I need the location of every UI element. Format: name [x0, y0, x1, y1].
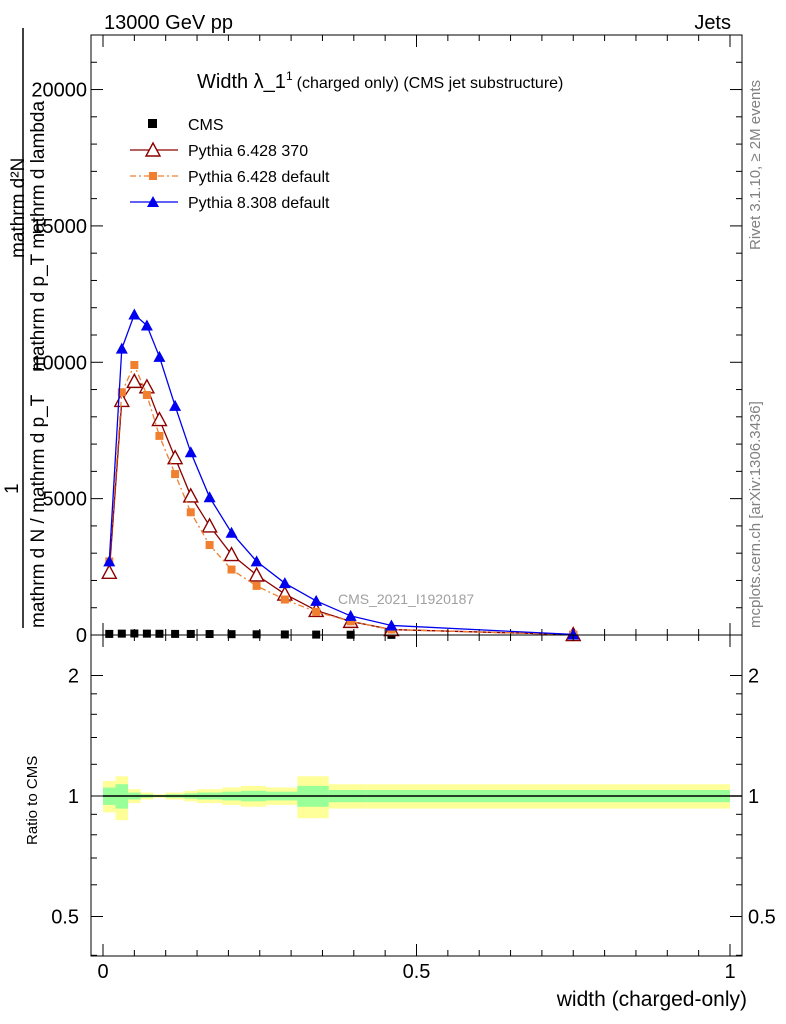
ratio-plot-frame — [90, 634, 743, 957]
legend-entry-cms: CMS — [148, 117, 224, 134]
marker-p8 — [310, 594, 323, 606]
xtick-label: 1 — [724, 961, 735, 983]
marker-cms — [252, 630, 261, 639]
marker-p8 — [169, 399, 182, 411]
marker-p8 — [225, 526, 238, 538]
marker-p6_370 — [151, 411, 168, 427]
marker-p8 — [567, 628, 580, 640]
legend-marker-pythia8 — [147, 196, 159, 207]
marker-p6_default — [171, 470, 180, 479]
marker-cms — [105, 629, 114, 638]
legend-label-pythia6-370: Pythia 6.428 370 — [188, 143, 308, 160]
marker-p6_370 — [101, 563, 118, 579]
header-jets-label: Jets — [694, 12, 731, 34]
marker-p6_default — [227, 565, 236, 574]
marker-p6_370 — [223, 546, 240, 562]
marker-p6_default — [280, 595, 289, 604]
marker-p6_370 — [182, 487, 199, 503]
marker-p6_370 — [138, 378, 156, 394]
marker-cms — [117, 629, 126, 638]
marker-p8 — [140, 319, 153, 331]
marker-p8 — [278, 577, 291, 589]
marker-p8 — [153, 350, 166, 362]
legend: CMS Pythia 6.428 370 Pythia 6.428 defaul… — [130, 117, 330, 212]
plot-title-sub: (charged only) (CMS jet substructure) — [297, 75, 564, 92]
marker-p8 — [128, 308, 141, 320]
marker-p6_default — [186, 508, 195, 517]
marker-p6_default — [142, 391, 151, 399]
ratio-ytick-label-right: 1 — [748, 786, 759, 808]
marker-p8 — [115, 342, 128, 354]
main-ytick-label: 20000 — [31, 80, 87, 102]
marker-p8 — [250, 555, 263, 567]
rivet-version-label: Rivet 3.1.10, ≥ 2M events — [747, 80, 764, 250]
ratio-plot-panel: 0.5 0.5 1 1 2 2 0 0.5 1 — [51, 634, 776, 983]
ratio-ytick-label-left: 1 — [68, 786, 79, 808]
main-plot-panel: 0 5000 10000 15000 20000 — [31, 34, 743, 647]
ratio-axes: 0.5 0.5 1 1 2 2 0 0.5 1 — [51, 635, 776, 983]
marker-p6_370 — [248, 566, 265, 582]
main-ytick-label: 10000 — [31, 352, 87, 374]
main-ylabel-numerator: mathrm d²N — [8, 158, 29, 258]
marker-cms — [155, 629, 164, 638]
main-y-axis-label: mathrm d²N mathrm d p_T mathrm d lambda … — [2, 28, 49, 628]
legend-entry-pythia6-370: Pythia 6.428 370 — [130, 141, 308, 160]
ratio-ytick-label-right: 0.5 — [748, 907, 776, 929]
marker-cms — [227, 630, 236, 639]
main-ytick-label: 0 — [76, 625, 87, 647]
marker-p6_370 — [126, 372, 143, 389]
marker-p8 — [385, 619, 398, 631]
plot-title-main: Width λ_1 — [197, 71, 286, 93]
header-energy-label: 13000 GeV pp — [104, 12, 233, 34]
plot-title-sup: 1 — [286, 69, 293, 83]
legend-label-pythia6-default: Pythia 6.428 default — [188, 169, 330, 186]
legend-label-pythia8: Pythia 8.308 default — [188, 195, 330, 212]
plot-title: Width λ_11 (charged only) (CMS jet substr… — [197, 69, 563, 93]
marker-cms — [205, 630, 214, 639]
analysis-watermark: CMS_2021_I1920187 — [338, 591, 474, 607]
ratio-ytick-label-left: 0.5 — [51, 907, 79, 929]
main-axes: 0 5000 10000 15000 20000 — [31, 35, 742, 647]
xtick-label: 0 — [97, 961, 108, 983]
marker-cms — [142, 629, 151, 638]
marker-p6_370 — [201, 517, 218, 533]
marker-p6_default — [155, 431, 164, 440]
marker-p6_default — [312, 607, 321, 616]
marker-p6_default — [205, 541, 214, 549]
marker-p6_default — [252, 581, 261, 590]
legend-marker-cms — [148, 119, 157, 128]
main-ytick-label: 15000 — [31, 216, 87, 238]
ratio-uncertainty-bands — [103, 776, 742, 821]
main-ylabel-dN-dpT: mathrm d N / mathrm d p_T — [28, 394, 49, 628]
xtick-label: 0.5 — [403, 961, 431, 983]
marker-p6_default — [117, 388, 126, 397]
legend-marker-pythia6-default — [149, 172, 157, 180]
marker-p6_default — [346, 617, 355, 626]
legend-label-cms: CMS — [188, 117, 224, 134]
ratio-ytick-label-right: 2 — [748, 666, 759, 688]
marker-cms — [186, 629, 195, 638]
ratio-ytick-label-left: 2 — [68, 666, 79, 688]
marker-p6_370 — [166, 449, 184, 465]
ratio-y-axis-label: Ratio to CMS — [24, 756, 41, 845]
main-ytick-label: 5000 — [43, 489, 88, 511]
legend-entry-pythia8: Pythia 8.308 default — [130, 195, 330, 212]
marker-cms — [171, 629, 180, 638]
mcplots-label: mcplots.cern.ch [arXiv:1306.3436] — [747, 401, 764, 628]
marker-p8 — [203, 491, 216, 503]
marker-p8 — [103, 555, 116, 567]
marker-p6_default — [130, 361, 139, 369]
main-ylabel-one: 1 — [2, 483, 23, 494]
marker-p8 — [344, 609, 357, 621]
marker-cms — [130, 629, 139, 638]
legend-marker-pythia6-370 — [144, 141, 162, 157]
main-series-layer — [101, 308, 582, 642]
legend-entry-pythia6-default: Pythia 6.428 default — [130, 169, 330, 186]
x-axis-label: width (charged-only) — [556, 988, 747, 1011]
marker-cms — [280, 630, 289, 639]
main-ylabel-denominator: mathrm d p_T mathrm d lambda — [28, 101, 49, 372]
marker-p8 — [184, 446, 197, 458]
